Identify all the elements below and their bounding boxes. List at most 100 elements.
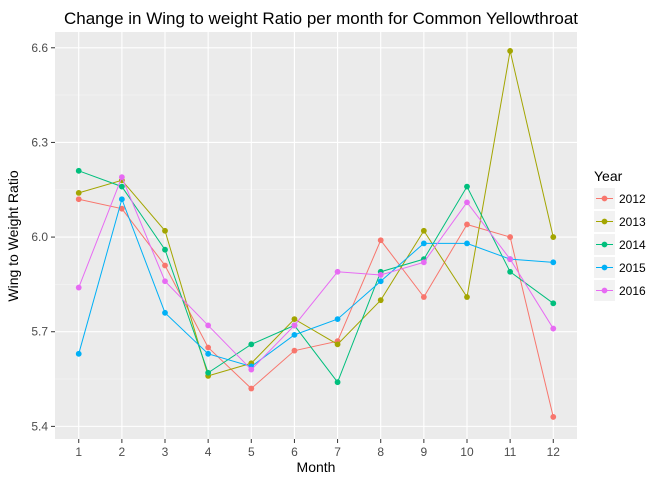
legend-key-point [601, 241, 608, 248]
x-tick-label: 5 [248, 445, 255, 459]
y-tick-label: 5.4 [31, 419, 48, 433]
data-point-2014 [205, 369, 212, 376]
data-point-2013 [507, 48, 514, 54]
data-point-2012 [75, 196, 82, 203]
data-point-2013 [162, 227, 168, 234]
data-point-2016 [205, 322, 212, 329]
series-line-2016 [78, 175, 554, 371]
data-point-2016 [334, 268, 341, 275]
series-line-2015 [78, 197, 554, 367]
data-point-2012 [205, 344, 212, 351]
data-point-2012 [420, 294, 427, 300]
data-point-2013 [420, 227, 427, 234]
legend-label: 2015 [619, 261, 646, 275]
x-tick-label: 9 [421, 445, 428, 459]
x-axis-title: Month [297, 459, 336, 475]
data-point-2015 [162, 309, 168, 316]
data-point-2014 [162, 246, 168, 253]
data-point-2012 [464, 221, 470, 228]
y-tick-label: 5.7 [31, 325, 48, 339]
data-point-2012 [248, 385, 255, 392]
x-tick-label: 1 [75, 445, 82, 459]
legend-item-2012: 2012 [594, 188, 646, 209]
data-point-2012 [550, 414, 557, 420]
data-point-2013 [291, 316, 298, 323]
data-point-2014 [334, 379, 341, 386]
legend-label: 2013 [619, 215, 646, 229]
data-point-2014 [248, 341, 255, 348]
series-2012 [75, 196, 557, 420]
legend-key-point [601, 195, 608, 202]
data-point-2014 [75, 167, 82, 174]
x-tick-label: 10 [460, 445, 474, 459]
y-axis: 5.4 5.7 6.0 6.3 6.6 [31, 41, 55, 433]
plot-panel [55, 32, 577, 439]
data-point-2016 [507, 256, 514, 263]
x-tick-label: 3 [162, 445, 169, 459]
series-line-2013 [78, 50, 554, 377]
data-point-2014 [550, 300, 557, 307]
minor-gridlines [55, 94, 577, 380]
x-axis: 1 2 3 4 5 6 7 8 9 10 11 12 [75, 439, 560, 459]
data-point-2015 [75, 350, 82, 357]
data-point-2015 [205, 350, 212, 357]
data-point-2015 [420, 240, 427, 247]
legend-item-2013: 2013 [594, 211, 646, 232]
data-point-2016 [162, 278, 168, 285]
x-tick-label: 6 [291, 445, 298, 459]
x-tick-label: 12 [547, 445, 561, 459]
legend: Year 2012 2013 2014 2015 2016 [594, 168, 646, 301]
legend-title: Year [594, 168, 623, 184]
data-point-2015 [464, 240, 470, 247]
x-tick-label: 4 [205, 445, 212, 459]
legend-key-point [601, 287, 608, 294]
data-point-2013 [334, 341, 341, 348]
legend-key-point [601, 218, 608, 225]
legend-key-point [601, 264, 608, 271]
data-point-2016 [118, 174, 125, 181]
data-point-2016 [420, 259, 427, 266]
data-point-2016 [75, 284, 82, 291]
data-point-2015 [291, 331, 298, 338]
series-2013 [75, 48, 557, 379]
y-tick-label: 6.0 [31, 230, 48, 244]
chart-title: Change in Wing to weight Ratio per month… [64, 9, 578, 28]
data-point-2016 [291, 322, 298, 329]
data-point-2013 [75, 190, 82, 196]
legend-item-2016: 2016 [594, 280, 646, 301]
y-axis-title: Wing to Weight Ratio [5, 170, 21, 301]
x-tick-label: 11 [504, 445, 517, 459]
data-point-2014 [507, 268, 514, 275]
series-line-2014 [78, 170, 554, 384]
data-point-2012 [291, 347, 298, 354]
data-point-2016 [377, 272, 384, 278]
data-point-2014 [464, 183, 470, 190]
data-point-2015 [334, 316, 341, 323]
legend-label: 2014 [619, 238, 646, 252]
data-point-2015 [550, 259, 557, 266]
legend-label: 2012 [619, 192, 646, 206]
x-tick-label: 2 [119, 445, 126, 459]
legend-item-2015: 2015 [594, 257, 646, 278]
data-point-2016 [550, 325, 557, 332]
legend-label: 2016 [619, 284, 646, 298]
series-2016 [75, 174, 557, 373]
data-point-2012 [377, 237, 384, 244]
data-point-2016 [248, 366, 255, 373]
series-layer [75, 48, 557, 420]
data-point-2014 [118, 183, 125, 190]
legend-item-2014: 2014 [594, 234, 646, 255]
x-tick-label: 8 [377, 445, 384, 459]
data-point-2015 [377, 278, 384, 285]
y-tick-label: 6.3 [31, 135, 48, 149]
series-line-2012 [78, 198, 554, 418]
data-point-2013 [464, 294, 470, 300]
data-point-2015 [118, 196, 125, 203]
data-point-2013 [550, 234, 557, 240]
data-point-2012 [118, 205, 125, 212]
data-point-2012 [162, 262, 168, 269]
data-point-2016 [464, 199, 470, 206]
x-tick-label: 7 [334, 445, 341, 459]
y-tick-label: 6.6 [31, 41, 48, 55]
